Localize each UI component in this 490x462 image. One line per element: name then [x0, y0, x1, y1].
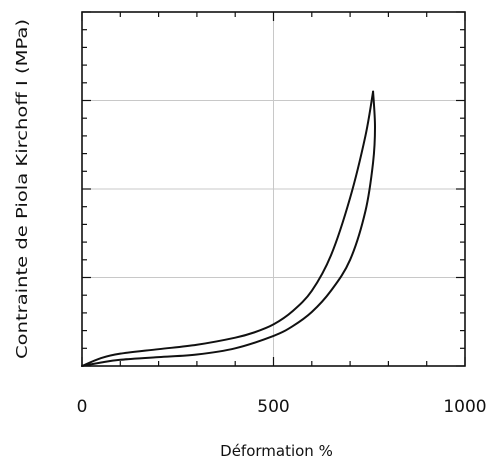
grid — [82, 12, 465, 366]
x-tick-labels: 0 500 1000 — [77, 397, 487, 417]
curves — [81, 90, 376, 367]
x-tick-label: 500 — [257, 397, 289, 417]
x-axis-label: Déformation % — [220, 442, 333, 460]
curve-2 — [81, 90, 376, 367]
plot-frame — [81, 11, 466, 367]
curve-1 — [81, 90, 375, 367]
x-tick-label: 0 — [77, 397, 88, 417]
x-tick-label: 1000 — [443, 397, 486, 417]
y-axis-label: Contrainte de Piola Kirchoff I (MPa) — [13, 19, 31, 359]
